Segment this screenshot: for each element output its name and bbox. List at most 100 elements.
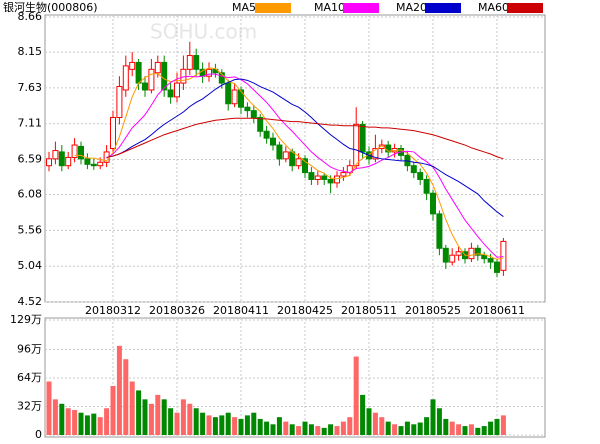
volume-bar — [398, 426, 404, 435]
volume-bar — [91, 413, 97, 435]
volume-bar — [334, 426, 340, 435]
volume-bar — [168, 408, 174, 435]
candle-body — [58, 151, 65, 167]
candle-body — [250, 110, 257, 119]
candle-body — [417, 172, 424, 180]
candle-body — [238, 89, 244, 108]
volume-bar — [308, 424, 314, 435]
candle-body — [263, 130, 270, 139]
y-tick-label: 5.56 — [18, 223, 43, 236]
volume-bar — [302, 421, 308, 435]
volume-bar — [72, 410, 78, 435]
volume-bar — [59, 403, 65, 435]
candle-body — [167, 89, 174, 98]
legend-label: MA20 — [396, 1, 427, 14]
volume-bar — [462, 426, 468, 435]
volume-bar — [200, 412, 206, 435]
volume-bar — [142, 399, 148, 435]
candle-body — [257, 117, 264, 132]
x-tick-label: 20180425 — [277, 304, 333, 317]
legend-swatch — [425, 3, 461, 13]
y-tick-label: 5.04 — [18, 259, 43, 272]
candle-body — [442, 247, 449, 263]
candle-body — [494, 261, 500, 273]
volume-bar — [315, 426, 321, 435]
candle-body — [135, 61, 142, 84]
candle-body — [97, 161, 104, 167]
candle-body — [225, 82, 232, 105]
candle-body — [71, 144, 78, 158]
volume-bar — [97, 417, 103, 435]
volume-bar — [481, 426, 487, 435]
candle-body — [423, 178, 430, 194]
candle-body — [468, 247, 475, 260]
x-tick-label: 20180326 — [149, 304, 205, 317]
volume-bar — [372, 412, 378, 435]
candle-body — [116, 86, 123, 119]
volume-bar — [283, 421, 289, 435]
candle-body — [129, 61, 136, 70]
volume-bar — [212, 417, 218, 435]
candle-body — [308, 172, 315, 180]
volume-bar — [219, 415, 225, 435]
candle-body — [430, 192, 436, 215]
volume-bar — [276, 417, 282, 435]
candle-body — [218, 72, 225, 84]
volume-bar — [436, 408, 442, 435]
candle-body — [90, 163, 97, 167]
volume-bar — [443, 418, 449, 435]
volume-bar — [52, 399, 58, 435]
volume-bar — [84, 415, 90, 435]
volume-bar — [347, 417, 353, 435]
volume-bar — [392, 424, 398, 435]
candle-body — [148, 68, 155, 91]
x-tick-label: 20180312 — [85, 304, 141, 317]
y-tick-label: 8.66 — [18, 10, 43, 23]
x-tick-label: 20180511 — [341, 304, 397, 317]
candle-body — [46, 158, 52, 167]
legend-label: MA60 — [478, 1, 509, 14]
volume-bar — [78, 412, 84, 435]
volume-bar — [174, 412, 180, 435]
candle-body — [206, 68, 212, 77]
y-tick-label: 7.63 — [18, 81, 43, 94]
ma-line — [106, 78, 504, 218]
volume-tick-label: 96万 — [17, 342, 42, 355]
volume-bar — [123, 359, 129, 435]
volume-bar — [187, 403, 193, 435]
volume-bar — [379, 417, 385, 435]
ma-line — [106, 73, 504, 258]
candle-body — [231, 89, 238, 105]
volume-tick-label: 129万 — [10, 313, 42, 326]
volume-bar — [411, 424, 417, 435]
volume-bar — [129, 381, 135, 435]
volume-bar — [180, 399, 186, 435]
volume-bar — [65, 408, 71, 435]
ma-line — [74, 67, 504, 260]
volume-bar — [46, 381, 52, 435]
watermark: SOHU.com — [150, 20, 257, 44]
candle-body — [372, 147, 379, 160]
volume-bar — [417, 422, 423, 435]
legend-swatch — [343, 3, 379, 13]
volume-bar — [328, 424, 334, 435]
x-tick-label: 20180411 — [213, 304, 269, 317]
volume-bar — [321, 427, 327, 435]
volume-tick-label: 0 — [35, 428, 42, 440]
volume-tick-label: 32万 — [17, 399, 42, 412]
volume-bar — [110, 385, 116, 435]
candle-body — [78, 145, 84, 160]
candle-body — [244, 106, 251, 112]
candle-body — [52, 150, 59, 160]
volume-tick-label: 64万 — [17, 371, 42, 384]
candle-body — [449, 254, 456, 263]
candle-body — [142, 82, 148, 91]
volume-bar — [360, 394, 366, 435]
volume-bar — [238, 418, 244, 435]
volume-bar — [251, 412, 257, 435]
volume-bar — [155, 394, 161, 435]
volume-bar — [404, 421, 410, 435]
y-tick-label: 6.08 — [18, 188, 43, 201]
volume-bar — [136, 390, 142, 435]
